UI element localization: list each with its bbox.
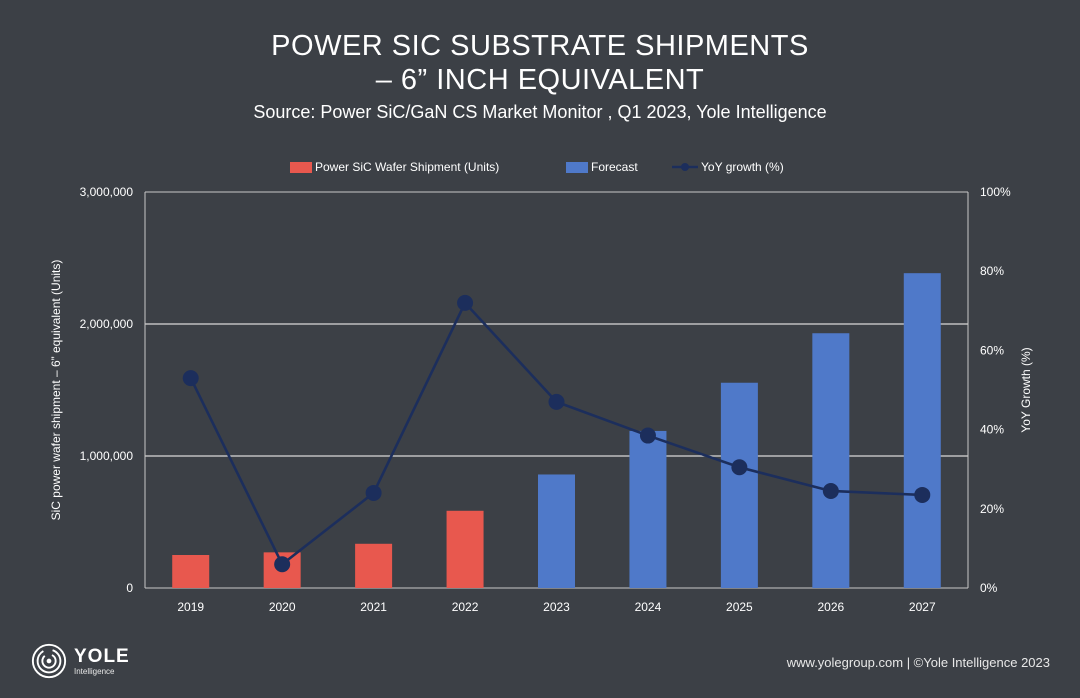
x-tick-label: 2026 — [817, 600, 844, 614]
logo-subtitle: Intelligence — [74, 666, 115, 676]
legend-yoy-label: YoY growth (%) — [701, 160, 784, 174]
x-tick-label: 2023 — [543, 600, 570, 614]
y-tick-label: 3,000,000 — [80, 185, 134, 199]
x-tick-label: 2025 — [726, 600, 753, 614]
bar-forecast — [538, 474, 575, 588]
x-tick-label: 2021 — [360, 600, 387, 614]
y-axis-title: SiC power wafer shipment – 6” equivalent… — [49, 260, 63, 521]
yoy-growth-point — [731, 459, 748, 476]
chart-title-line1: POWER SIC SUBSTRATE SHIPMENTS — [271, 30, 809, 62]
yole-logo-icon — [31, 643, 67, 679]
bar-forecast — [629, 430, 667, 588]
x-tick-label: 2027 — [909, 600, 936, 614]
x-tick-label: 2024 — [635, 600, 662, 614]
legend-shipment-label: Power SiC Wafer Shipment (Units) — [315, 160, 499, 174]
x-tick-label: 2022 — [452, 600, 479, 614]
yoy-growth-point — [182, 370, 199, 387]
y2-tick-label: 0% — [980, 581, 998, 595]
bar-shipment — [355, 543, 393, 588]
legend-yoy-swatch-marker — [681, 163, 689, 171]
y-tick-label: 2,000,000 — [80, 317, 134, 331]
yoy-growth-point — [639, 427, 656, 444]
chart-subtitle: Source: Power SiC/GaN CS Market Monitor … — [253, 102, 827, 122]
legend-shipment-swatch — [290, 162, 312, 173]
yoy-growth-point — [274, 556, 291, 573]
x-tick-label: 2020 — [269, 600, 296, 614]
y2-tick-label: 80% — [980, 264, 1004, 278]
bar-forecast — [903, 273, 941, 588]
footer-copyright: www.yolegroup.com | ©Yole Intelligence 2… — [786, 655, 1050, 670]
yoy-growth-point — [822, 482, 839, 499]
logo-name: YOLE — [74, 645, 130, 667]
y-tick-label: 1,000,000 — [80, 449, 134, 463]
legend-forecast-label: Forecast — [591, 160, 638, 174]
yoy-growth-point — [548, 393, 565, 410]
y2-tick-label: 100% — [980, 185, 1011, 199]
x-tick-label: 2019 — [177, 600, 204, 614]
bar-forecast — [720, 382, 758, 588]
yole-logo: YOLE Intelligence — [30, 642, 130, 680]
bar-shipment — [446, 510, 484, 588]
yoy-growth-point — [365, 484, 382, 501]
bar-forecast — [812, 333, 850, 588]
y2-axis-title: YoY Growth (%) — [1019, 347, 1033, 432]
chart-title-line2: – 6” INCH EQUIVALENT — [375, 64, 705, 96]
yoy-growth-point — [914, 486, 931, 503]
y2-tick-label: 40% — [980, 423, 1004, 437]
bar-shipment — [172, 555, 210, 588]
legend-forecast-swatch — [566, 162, 588, 173]
y2-tick-label: 20% — [980, 502, 1004, 516]
y-tick-label: 0 — [126, 581, 133, 595]
yoy-growth-point — [457, 294, 474, 311]
y2-tick-label: 60% — [980, 343, 1004, 357]
